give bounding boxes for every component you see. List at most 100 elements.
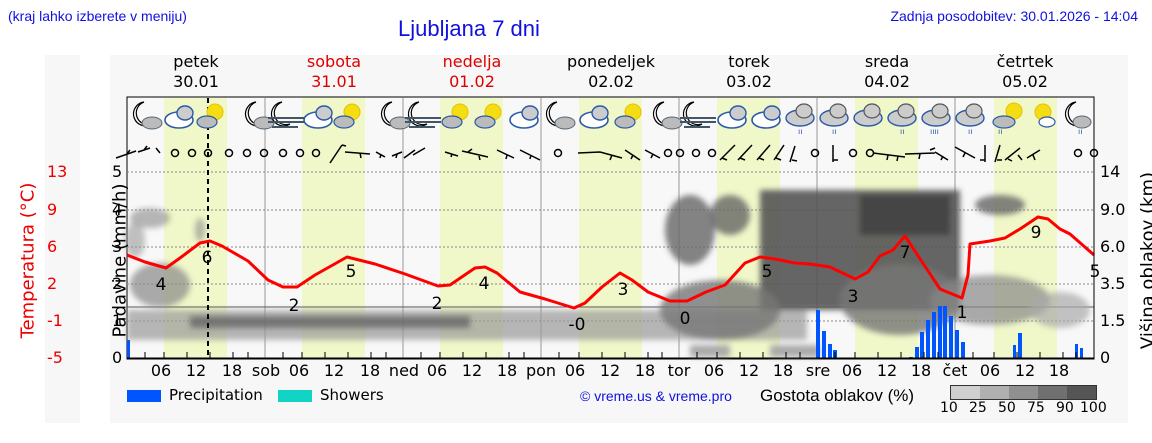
cloud-height-tick: 3.5	[1100, 274, 1126, 293]
precipitation-bars	[127, 306, 1083, 358]
x-tick: pon	[525, 361, 557, 380]
precipitation-swatch	[127, 389, 161, 402]
x-tick: 06	[564, 361, 586, 380]
x-tick: 12	[876, 361, 898, 380]
moon-cloud-icon	[545, 101, 576, 130]
moon-cloud-icon	[132, 101, 163, 130]
moon-cloud-icon	[652, 101, 683, 130]
cloud-rain-icon: ıı	[955, 103, 985, 136]
legend-precipitation: Precipitation	[127, 386, 263, 404]
svg-text:ıı: ıı	[998, 127, 1002, 136]
cloud-height-axis-label: Višina oblakov (km)	[1137, 171, 1152, 350]
temp-tick: 9	[47, 200, 58, 219]
cloud-height-tick: 9.0	[1100, 200, 1126, 219]
cloud-rain-icon: ıı	[887, 103, 917, 136]
density-tick: 10	[940, 400, 958, 416]
region-note: (kraj lahko izberete v meniju)	[8, 8, 187, 24]
temperature-labels: 4 6 2 5 2 4 -0 3 0 5 3 7 1 9 5	[156, 223, 1101, 335]
density-tick: 75	[1027, 400, 1045, 416]
svg-text:1: 1	[957, 303, 968, 323]
svg-text:0: 0	[680, 309, 691, 329]
x-tick: 18	[221, 361, 243, 380]
svg-text:2: 2	[289, 296, 300, 316]
sun-cloud-icon	[333, 103, 361, 129]
x-tick: 06	[426, 361, 448, 380]
temp-tick: 13	[47, 162, 68, 181]
moon-fog-icon	[268, 101, 304, 128]
density-tick: 100	[1080, 400, 1107, 416]
cloud-density-scale	[950, 385, 1097, 400]
sun-cloud-icon	[441, 103, 469, 129]
svg-text:9: 9	[1031, 223, 1042, 243]
moon-fog-icon	[680, 101, 716, 128]
svg-text:5: 5	[1090, 262, 1101, 282]
temp-tick: -5	[47, 348, 63, 367]
svg-text:ıı: ıı	[1078, 127, 1082, 136]
x-tick: 12	[738, 361, 760, 380]
x-tick: 18	[496, 361, 518, 380]
sun-cloud-icon	[509, 105, 539, 129]
cloud-height-tick: 14	[1100, 162, 1121, 181]
x-tick: 06	[150, 361, 172, 380]
svg-text:6: 6	[202, 248, 213, 268]
x-tick: 12	[599, 361, 621, 380]
precip-tick: 4	[112, 200, 123, 219]
precip-tick: 5	[112, 162, 123, 181]
cloud-density	[125, 190, 1090, 357]
x-tick: 06	[703, 361, 725, 380]
x-tick: čet	[942, 361, 968, 380]
moon-cloud-rain-icon: ıı	[1064, 101, 1092, 136]
temperature-line	[126, 215, 1095, 310]
wind-barbs	[115, 144, 1099, 164]
x-tick: 18	[359, 361, 381, 380]
svg-text:7: 7	[900, 243, 911, 263]
x-tick: sre	[805, 361, 831, 380]
density-tick: 50	[998, 400, 1016, 416]
sun-cloud-icon	[196, 103, 224, 129]
x-tick: tor	[667, 361, 691, 380]
precip-tick: 2	[112, 274, 123, 293]
day-header: ponedeljek 02.02	[567, 52, 655, 91]
cloud-icon	[751, 105, 781, 129]
weather-icons: ıı ıı ıı ıııı ıı ıı	[132, 101, 1092, 136]
svg-text:4: 4	[479, 274, 490, 294]
density-tick: 90	[1056, 400, 1074, 416]
svg-text:5: 5	[762, 262, 773, 282]
sun-cloud-icon	[474, 103, 502, 129]
sun-cloud-icon	[1034, 103, 1056, 128]
page-title: Ljubljana 7 dni	[398, 16, 540, 41]
svg-text:ıı: ıı	[832, 127, 836, 136]
precip-tick: 3	[112, 237, 123, 256]
cloud-icon	[579, 105, 609, 129]
temp-tick: 6	[47, 237, 58, 256]
last-update: Zadnja posodobitev: 30.01.2026 - 14:04	[890, 8, 1138, 24]
cloud-icon	[853, 103, 883, 127]
day-header: četrtek 05.02	[996, 52, 1054, 91]
svg-text:ıı: ıı	[798, 127, 802, 136]
density-tick: 25	[969, 400, 987, 416]
copyright-link[interactable]: © vreme.us & vreme.pro	[580, 388, 732, 404]
day-header: sreda 04.02	[864, 52, 910, 91]
x-tick: 18	[910, 361, 932, 380]
x-tick: 18	[772, 361, 794, 380]
day-header: nedelja 01.02	[442, 52, 502, 91]
x-tick: 18	[1048, 361, 1070, 380]
x-tick: 06	[288, 361, 310, 380]
svg-text:2: 2	[432, 294, 443, 314]
moon-cloud-icon	[380, 101, 411, 130]
showers-swatch	[278, 389, 312, 402]
x-tick: 12	[185, 361, 207, 380]
cloud-height-tick: 1.5	[1100, 311, 1126, 330]
svg-text:-0: -0	[569, 315, 586, 335]
x-tick: ned	[388, 361, 420, 380]
cloud-heavy-rain-icon: ıııı	[921, 103, 951, 136]
x-tick: 12	[1014, 361, 1036, 380]
moon-cloud-icon	[244, 101, 275, 130]
precip-tick: 1	[112, 311, 123, 330]
cloud-rain-icon: ıı	[785, 103, 815, 136]
svg-text:3: 3	[618, 280, 629, 300]
moon-fog-icon	[405, 101, 441, 128]
x-tick: 18	[634, 361, 656, 380]
day-header: petek 30.01	[173, 52, 219, 91]
